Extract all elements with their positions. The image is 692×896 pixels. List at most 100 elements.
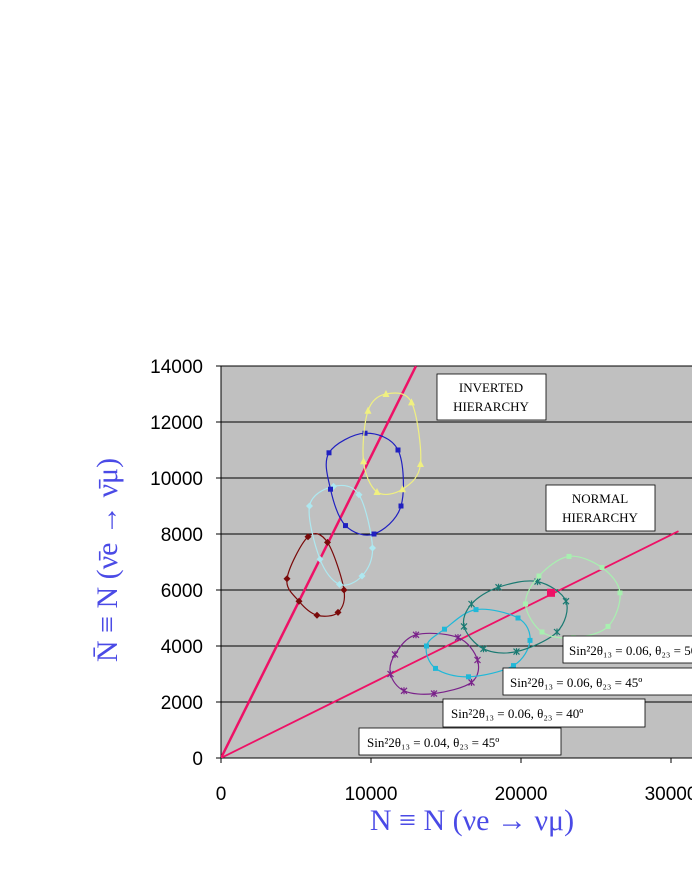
data-point — [382, 390, 390, 397]
data-point — [316, 555, 324, 563]
data-point — [340, 586, 348, 594]
param-label-box-3: Sin²2θ₁₃ = 0.06, θ₂₃ = 40º — [442, 698, 646, 728]
y-tick-label: 4000 — [161, 637, 203, 658]
data-point — [513, 648, 520, 656]
param-label-1: Sin²2θ₁₃ = 0.06, θ₂₃ = 50º — [569, 643, 692, 658]
data-point — [466, 674, 471, 680]
normal-hierarchy-annotation: NORMAL HIERARCHY — [545, 484, 656, 532]
data-point — [371, 531, 377, 537]
data-point — [424, 643, 429, 649]
data-point — [536, 573, 542, 579]
y-tick-label: 8000 — [161, 525, 203, 546]
data-point — [324, 538, 331, 546]
data-point — [460, 622, 468, 630]
y-tick-label: 12000 — [150, 413, 203, 434]
data-point — [360, 457, 367, 465]
data-point — [515, 615, 521, 621]
data-point — [566, 553, 572, 559]
series-ellipse — [306, 482, 376, 588]
data-point — [400, 687, 408, 695]
data-point — [539, 629, 545, 635]
data-point — [355, 491, 363, 499]
data-point — [480, 645, 487, 653]
data-point — [617, 590, 623, 596]
data-point — [395, 447, 401, 453]
data-point — [336, 580, 343, 588]
param-label-2: Sin²2θ₁₃ = 0.06, θ₂₃ = 45º — [510, 675, 642, 690]
data-point — [430, 690, 438, 698]
series-curve — [325, 432, 404, 536]
data-point — [398, 503, 404, 509]
data-point — [495, 583, 502, 591]
axes — [220, 366, 692, 759]
data-point — [313, 611, 321, 619]
param-label-box-1: Sin²2θ₁₃ = 0.06, θ₂₃ = 50º — [562, 635, 692, 664]
data-point — [328, 486, 333, 492]
data-point — [362, 430, 368, 436]
data-point — [605, 623, 611, 629]
data-point — [334, 608, 342, 616]
series-ellipse — [360, 390, 424, 495]
data-point — [553, 628, 561, 636]
data-point — [417, 460, 424, 467]
y-tick-label: 0 — [192, 749, 203, 770]
data-point — [473, 607, 479, 613]
series-ellipse — [387, 631, 481, 698]
data-point — [412, 631, 420, 639]
inverted-line-1: INVERTED — [459, 380, 523, 395]
data-point — [454, 634, 462, 642]
data-point — [369, 544, 376, 552]
data-point — [358, 572, 366, 580]
y-tick-label: 2000 — [161, 693, 203, 714]
y-tick-label: 10000 — [150, 469, 203, 490]
data-point — [343, 523, 348, 529]
data-point — [295, 597, 303, 605]
data-point — [326, 450, 332, 456]
series-curve — [362, 392, 422, 495]
data-point — [387, 670, 394, 678]
data-series — [283, 390, 623, 698]
x-tick-label: 20000 — [495, 784, 548, 805]
data-point — [511, 663, 516, 669]
normal-line-1: NORMAL — [572, 491, 628, 506]
data-point — [468, 600, 475, 608]
data-point — [523, 601, 528, 607]
highlight-point — [547, 588, 555, 597]
normal-line-2: HIERARCHY — [562, 510, 638, 525]
data-point — [408, 398, 415, 406]
data-point — [364, 406, 372, 414]
inverted-hierarchy-line — [221, 366, 418, 758]
data-point — [391, 650, 399, 658]
data-point — [304, 533, 312, 541]
data-point — [283, 575, 291, 583]
param-label-box-4: Sin²2θ₁₃ = 0.04, θ₂₃ = 45º — [358, 727, 562, 756]
x-tick-label: 10000 — [345, 784, 398, 805]
y-tick-label: 14000 — [150, 357, 203, 378]
data-point — [373, 488, 381, 495]
grid-lines — [221, 365, 692, 703]
data-point — [562, 597, 570, 605]
data-point — [442, 626, 447, 632]
x-axis-title: N ≡ N (νe → νμ) — [370, 804, 574, 837]
inverted-line-2: HIERARCHY — [453, 399, 529, 414]
param-label-3: Sin²2θ₁₃ = 0.06, θ₂₃ = 40º — [451, 706, 583, 721]
data-point — [468, 678, 475, 686]
data-point — [399, 485, 406, 493]
data-point — [527, 637, 533, 643]
series-ellipse — [424, 607, 533, 680]
data-point — [474, 656, 481, 664]
param-label-box-2: Sin²2θ₁₃ = 0.06, θ₂₃ = 45º — [502, 667, 692, 696]
data-point — [306, 502, 313, 510]
series-ellipse — [283, 532, 348, 619]
series-ellipse — [325, 430, 404, 537]
data-point — [599, 565, 605, 571]
y-axis-title: N̄ ≡ N (ν̄e → ν̄μ) — [91, 458, 124, 662]
data-point — [433, 665, 438, 671]
series-ellipse — [460, 578, 570, 656]
x-tick-label: 30000 — [645, 784, 692, 805]
x-tick-label: 0 — [216, 784, 227, 805]
y-tick-label: 6000 — [161, 581, 203, 602]
param-label-4: Sin²2θ₁₃ = 0.04, θ₂₃ = 45º — [367, 735, 499, 750]
tick-labels: 0 2000 4000 6000 8000 10000 12000 14000 0 10000 20… — [150, 357, 692, 805]
